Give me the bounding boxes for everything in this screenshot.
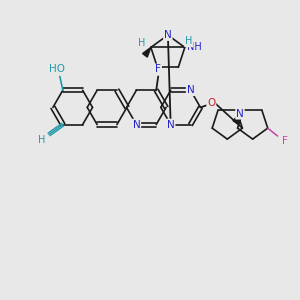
Text: N: N bbox=[187, 85, 194, 95]
Text: N: N bbox=[164, 30, 172, 40]
Text: F: F bbox=[155, 64, 161, 74]
Text: NH: NH bbox=[187, 42, 202, 52]
Text: H: H bbox=[138, 38, 146, 48]
Text: HO: HO bbox=[49, 64, 65, 74]
Text: N: N bbox=[236, 109, 244, 119]
Text: O: O bbox=[207, 98, 215, 108]
Text: H: H bbox=[38, 135, 46, 146]
Text: N: N bbox=[167, 120, 175, 130]
Text: H: H bbox=[185, 37, 192, 46]
Text: F: F bbox=[282, 136, 287, 146]
Text: N: N bbox=[133, 120, 140, 130]
Polygon shape bbox=[142, 47, 151, 57]
Polygon shape bbox=[233, 110, 243, 124]
